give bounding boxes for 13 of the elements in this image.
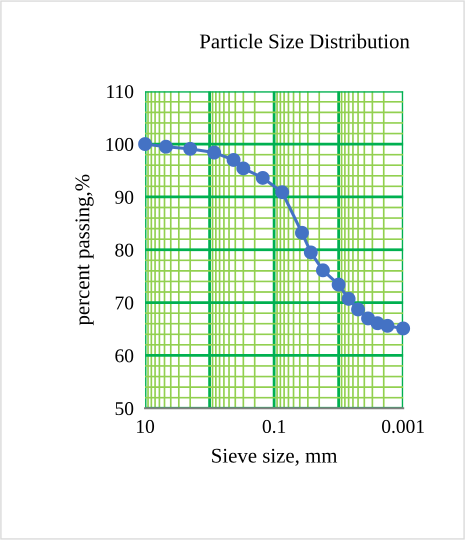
chart-title: Particle Size Distribution <box>200 34 410 48</box>
y-tick-label: 110 <box>107 85 134 98</box>
y-tick-label: 50 <box>116 402 134 416</box>
x-tick-label: 10 <box>137 420 154 434</box>
y-axis-title: percent passing,% <box>75 174 94 326</box>
x-tick-label: 0.1 <box>262 420 286 434</box>
y-tick-label: 60 <box>115 349 134 362</box>
x-tick-label: 0.001 <box>382 420 424 434</box>
y-tick-label: 100 <box>106 138 134 152</box>
y-tick-label: 90 <box>115 190 134 204</box>
y-tick-label: 80 <box>115 244 134 257</box>
y-tick-label: 70 <box>116 296 134 310</box>
x-axis-title: Sieve size, mm <box>212 448 338 466</box>
